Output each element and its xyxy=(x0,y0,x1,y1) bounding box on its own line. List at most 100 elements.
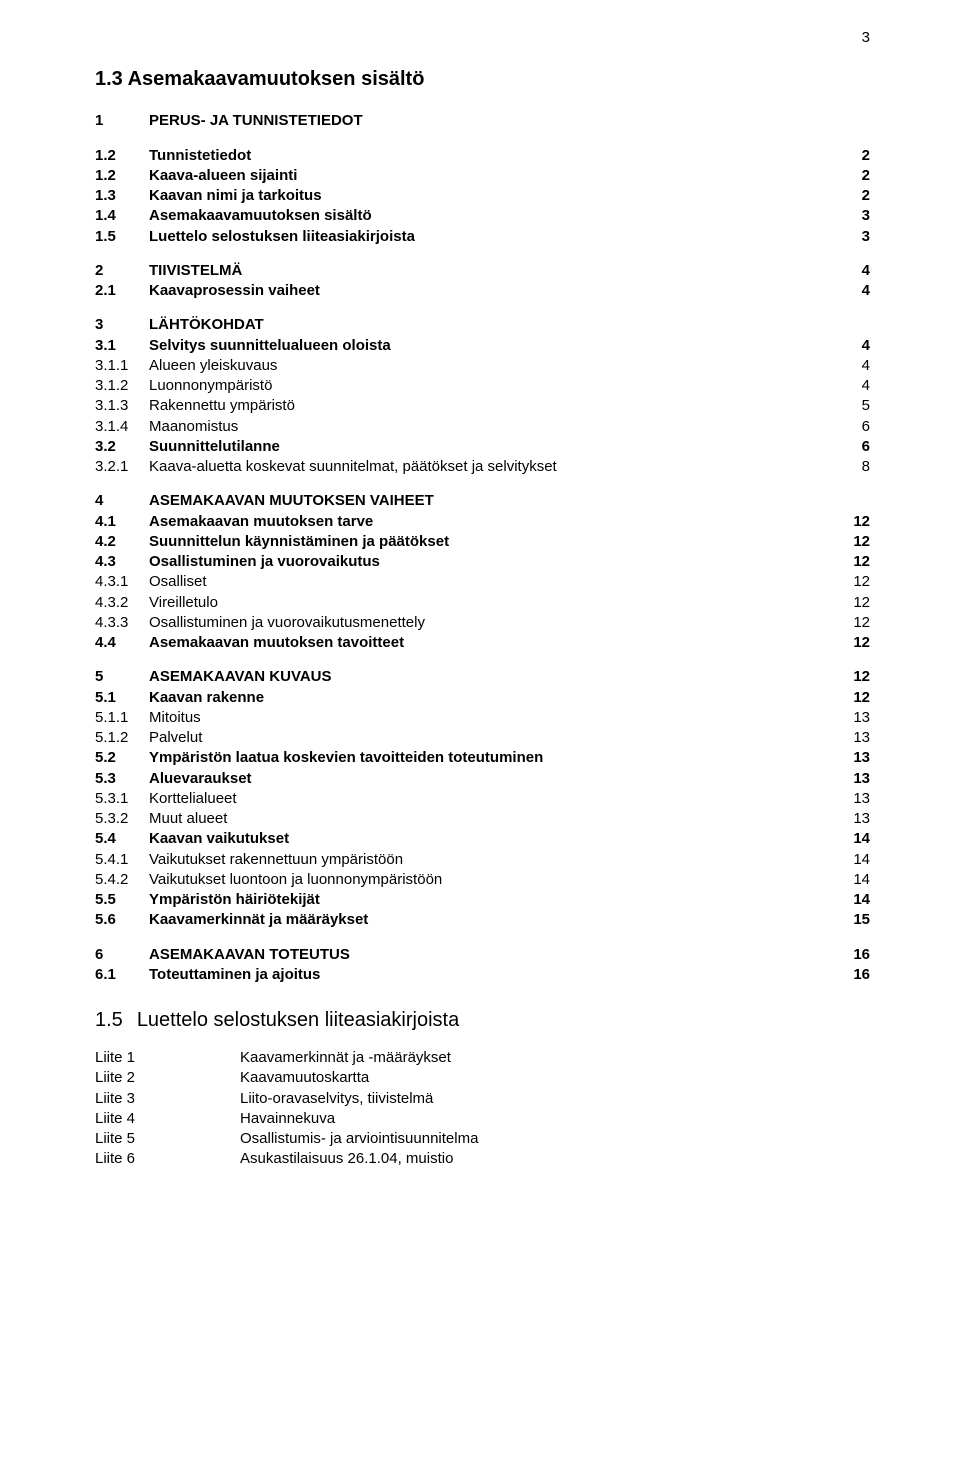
toc-label: Osalliset xyxy=(149,572,842,592)
toc-row: 6.1Toteuttaminen ja ajoitus16 xyxy=(95,965,870,985)
toc-num: 3.2.1 xyxy=(95,457,149,477)
toc-page: 4 xyxy=(842,336,870,356)
attachment-key: Liite 4 xyxy=(95,1109,240,1129)
toc-page: 5 xyxy=(842,396,870,416)
toc-row: 1.4Asemakaavamuutoksen sisältö3 xyxy=(95,206,870,226)
attachment-key: Liite 2 xyxy=(95,1068,240,1088)
toc-num: 1.5 xyxy=(95,227,149,247)
toc-page: 13 xyxy=(842,728,870,748)
toc-page: 13 xyxy=(842,769,870,789)
attachment-key: Liite 1 xyxy=(95,1048,240,1068)
attachment-value: Kaavamuutoskartta xyxy=(240,1068,870,1088)
toc-label: Osallistuminen ja vuorovaikutus xyxy=(149,552,842,572)
toc-label: Vaikutukset luontoon ja luonnonympäristö… xyxy=(149,870,842,890)
toc-page: 14 xyxy=(842,890,870,910)
toc-heading-row: 3LÄHTÖKOHDAT xyxy=(95,315,870,335)
toc-page: 12 xyxy=(842,613,870,633)
toc-label: Luonnonympäristö xyxy=(149,376,842,396)
toc-num: 5.1 xyxy=(95,688,149,708)
page-number: 3 xyxy=(95,28,870,48)
toc-row: 1.5Luettelo selostuksen liiteasiakirjois… xyxy=(95,227,870,247)
toc-heading-row: 5ASEMAKAAVAN KUVAUS12 xyxy=(95,667,870,687)
toc-num: 4.1 xyxy=(95,512,149,532)
toc-heading-row: 4ASEMAKAAVAN MUUTOKSEN VAIHEET xyxy=(95,491,870,511)
toc-row: 4.3.2Vireilletulo12 xyxy=(95,593,870,613)
toc-label: Vireilletulo xyxy=(149,593,842,613)
toc-heading-row: 2TIIVISTELMÄ4 xyxy=(95,261,870,281)
toc-row: 3.2.1Kaava-aluetta koskevat suunnitelmat… xyxy=(95,457,870,477)
toc-row: 5.4.2Vaikutukset luontoon ja luonnonympä… xyxy=(95,870,870,890)
toc-row: 5.4.1Vaikutukset rakennettuun ympäristöö… xyxy=(95,850,870,870)
attachment-row: Liite 1Kaavamerkinnät ja -määräykset xyxy=(95,1048,870,1068)
toc-num: 4 xyxy=(95,491,149,511)
toc-label: ASEMAKAAVAN TOTEUTUS xyxy=(149,945,842,965)
toc-num: 4.3.1 xyxy=(95,572,149,592)
toc-num: 5.6 xyxy=(95,910,149,930)
toc-page: 4 xyxy=(842,376,870,396)
toc-label: LÄHTÖKOHDAT xyxy=(149,315,842,335)
toc-num: 6 xyxy=(95,945,149,965)
toc-label: Tunnistetiedot xyxy=(149,146,842,166)
toc-row: 5.1.1Mitoitus13 xyxy=(95,708,870,728)
toc-num: 5.3 xyxy=(95,769,149,789)
toc-label: Aluevaraukset xyxy=(149,769,842,789)
toc-row: 1.2Kaava-alueen sijainti2 xyxy=(95,166,870,186)
toc-label: Kaava-alueen sijainti xyxy=(149,166,842,186)
toc-page: 12 xyxy=(842,552,870,572)
toc-num: 5.3.2 xyxy=(95,809,149,829)
toc-page: 6 xyxy=(842,417,870,437)
toc-row: 3.1.4Maanomistus6 xyxy=(95,417,870,437)
toc-num: 5.1.1 xyxy=(95,708,149,728)
toc-label: TIIVISTELMÄ xyxy=(149,261,842,281)
toc-num: 5.4.2 xyxy=(95,870,149,890)
toc-row: 4.4Asemakaavan muutoksen tavoitteet12 xyxy=(95,633,870,653)
toc-row: 4.3Osallistuminen ja vuorovaikutus12 xyxy=(95,552,870,572)
toc-num: 5.2 xyxy=(95,748,149,768)
toc-row: 3.1.1Alueen yleiskuvaus4 xyxy=(95,356,870,376)
toc-num: 5 xyxy=(95,667,149,687)
attachment-key: Liite 5 xyxy=(95,1129,240,1149)
toc-page: 4 xyxy=(842,261,870,281)
toc-row: 1.3Kaavan nimi ja tarkoitus2 xyxy=(95,186,870,206)
toc-num: 1.2 xyxy=(95,166,149,186)
toc-label: Rakennettu ympäristö xyxy=(149,396,842,416)
toc-label: Vaikutukset rakennettuun ympäristöön xyxy=(149,850,842,870)
toc-label: Kaavan vaikutukset xyxy=(149,829,842,849)
toc-row: 5.3Aluevaraukset13 xyxy=(95,769,870,789)
toc-label: Mitoitus xyxy=(149,708,842,728)
toc-label: Palvelut xyxy=(149,728,842,748)
attachments-list: Liite 1Kaavamerkinnät ja -määräyksetLiit… xyxy=(95,1048,870,1170)
toc-num: 2 xyxy=(95,261,149,281)
toc-page: 16 xyxy=(842,965,870,985)
toc-row: 3.2Suunnittelutilanne6 xyxy=(95,437,870,457)
attachment-row: Liite 3Liito-oravaselvitys, tiivistelmä xyxy=(95,1089,870,1109)
toc-label: ASEMAKAAVAN KUVAUS xyxy=(149,667,842,687)
toc-num: 4.4 xyxy=(95,633,149,653)
toc-row: 5.1.2Palvelut13 xyxy=(95,728,870,748)
toc-page: 8 xyxy=(842,457,870,477)
toc-label: Maanomistus xyxy=(149,417,842,437)
toc-page: 12 xyxy=(842,688,870,708)
toc-num: 3.2 xyxy=(95,437,149,457)
toc-num: 3.1.2 xyxy=(95,376,149,396)
section-1-5-heading: 1.5Luettelo selostuksen liiteasiakirjois… xyxy=(95,1007,870,1034)
toc-num: 5.5 xyxy=(95,890,149,910)
toc-num: 4.3.2 xyxy=(95,593,149,613)
toc-num: 5.4.1 xyxy=(95,850,149,870)
attachment-row: Liite 2Kaavamuutoskartta xyxy=(95,1068,870,1088)
attachment-value: Kaavamerkinnät ja -määräykset xyxy=(240,1048,870,1068)
toc-page: 2 xyxy=(842,146,870,166)
toc-page: 12 xyxy=(842,532,870,552)
toc-num: 5.3.1 xyxy=(95,789,149,809)
toc-page: 12 xyxy=(842,633,870,653)
toc-page: 12 xyxy=(842,667,870,687)
toc-page: 3 xyxy=(842,227,870,247)
toc-label: Kaavamerkinnät ja määräykset xyxy=(149,910,842,930)
attachment-row: Liite 6Asukastilaisuus 26.1.04, muistio xyxy=(95,1149,870,1169)
toc-label: Osallistuminen ja vuorovaikutusmenettely xyxy=(149,613,842,633)
toc-row: 4.3.3Osallistuminen ja vuorovaikutusmene… xyxy=(95,613,870,633)
toc-page: 16 xyxy=(842,945,870,965)
toc-page: 4 xyxy=(842,281,870,301)
toc-label: Muut alueet xyxy=(149,809,842,829)
toc-num: 4.3.3 xyxy=(95,613,149,633)
